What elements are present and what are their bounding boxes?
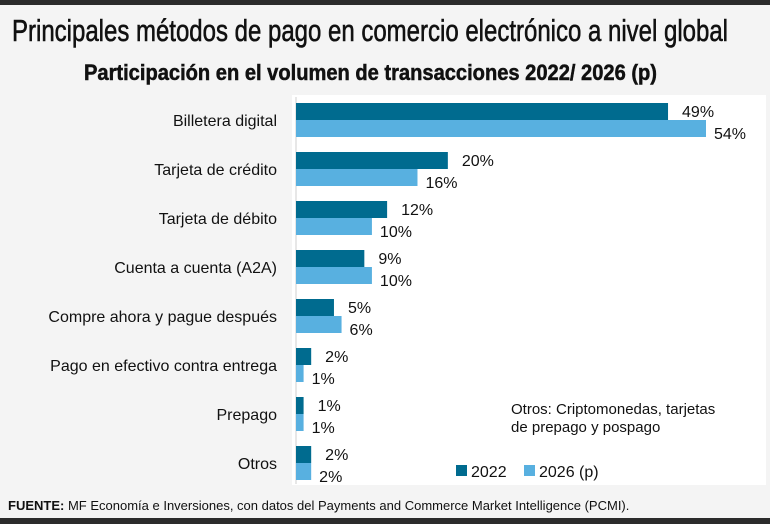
bar-2022 — [296, 152, 448, 169]
data-label: 16% — [425, 175, 457, 192]
legend-label-2026: 2026 (p) — [539, 464, 599, 481]
category-label: Prepago — [217, 407, 278, 424]
source-text: MF Economía e Inversiones, con datos del… — [68, 498, 629, 513]
data-label: 1% — [318, 398, 341, 415]
bar-2026 — [296, 414, 304, 431]
chart-title: Principales métodos de pago en comercio … — [12, 13, 728, 48]
data-label: 2% — [325, 447, 348, 464]
bar-2022 — [296, 348, 312, 365]
top-border — [0, 0, 770, 5]
bar-2026 — [296, 120, 706, 137]
source-label: FUENTE: — [8, 498, 64, 513]
data-label: 6% — [350, 322, 373, 339]
note-line-2: de prepago y pospago — [511, 419, 660, 436]
category-label: Pago en efectivo contra entrega — [50, 358, 277, 375]
category-label: Tarjeta de crédito — [154, 162, 277, 179]
bar-2026 — [296, 218, 372, 235]
bottom-border — [0, 518, 770, 524]
bar-2026 — [296, 169, 418, 186]
legend-swatch-2026 — [524, 465, 535, 476]
bar-2026 — [296, 463, 312, 480]
legend: 2022 2026 (p) — [456, 464, 599, 481]
bar-2022 — [296, 397, 304, 414]
category-label: Compre ahora y pague después — [48, 309, 277, 326]
data-label: 12% — [401, 202, 433, 219]
chart-subtitle: Participación en el volumen de transacci… — [84, 60, 657, 85]
note-line-1: Otros: Criptomonedas, tarjetas — [511, 401, 715, 418]
bar-2022 — [296, 446, 312, 463]
data-label: 1% — [312, 420, 335, 437]
legend-swatch-2022 — [456, 465, 467, 476]
data-label: 2% — [319, 469, 342, 486]
data-label: 10% — [380, 224, 412, 241]
source-note: FUENTE: MF Economía e Inversiones, con d… — [8, 498, 629, 513]
data-label: 49% — [682, 104, 714, 121]
data-label: 1% — [312, 371, 335, 388]
category-label: Otros — [238, 456, 277, 473]
bar-2022 — [296, 103, 669, 120]
data-label: 9% — [378, 251, 401, 268]
data-label: 2% — [325, 349, 348, 366]
data-label: 20% — [462, 153, 494, 170]
data-label: 5% — [348, 300, 371, 317]
bar-2022 — [296, 299, 334, 316]
bar-2026 — [296, 316, 342, 333]
bar-2022 — [296, 250, 365, 267]
category-label: Tarjeta de débito — [159, 211, 277, 228]
legend-label-2022: 2022 — [471, 464, 507, 481]
data-label: 54% — [714, 126, 746, 143]
category-label: Billetera digital — [173, 113, 277, 130]
category-label: Cuenta a cuenta (A2A) — [114, 260, 277, 277]
data-label: 10% — [380, 273, 412, 290]
bar-2026 — [296, 267, 372, 284]
bar-2026 — [296, 365, 304, 382]
bar-2022 — [296, 201, 388, 218]
